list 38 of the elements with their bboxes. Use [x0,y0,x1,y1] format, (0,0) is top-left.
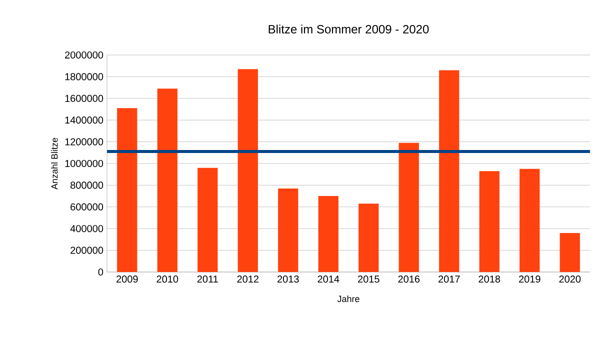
y-tick-label: 600000 [70,203,104,210]
y-tick-label: 2000000 [65,51,104,59]
y-tick-label: 1000000 [65,160,104,168]
y-tick-label: 1600000 [65,94,104,102]
bar [318,196,338,272]
bar [358,204,379,272]
x-tick-label: 2014 [318,276,340,283]
x-tick-label: 2015 [358,276,380,283]
x-tick-label: 2019 [519,276,540,283]
x-axis-title: Jahre [337,295,360,302]
x-tick-label: 2017 [438,276,460,283]
x-tick-label: 2013 [278,276,299,283]
bar [278,188,298,272]
y-tick-label: 200000 [70,246,104,254]
bar [198,168,218,272]
y-tick-label: 1200000 [65,138,104,146]
x-tick-label: 2010 [156,276,178,283]
x-tick-label: 2020 [559,276,581,283]
bar [238,69,258,272]
bar [117,108,138,272]
x-tick-label: 2018 [478,276,500,283]
x-tick-label: 2011 [197,276,218,283]
x-tick-label: 2016 [398,276,420,283]
bar [157,88,178,272]
bar [520,168,540,272]
y-tick-label: 0 [98,268,104,276]
y-tick-label: 1800000 [65,73,104,80]
y-tick-label: 800000 [70,182,104,189]
x-tick-label: 2012 [237,276,258,283]
bar [439,70,460,272]
bar [479,171,500,272]
bar [398,142,419,272]
chart-title: Blitze im Sommer 2009 - 2020 [268,24,429,34]
y-axis-title: Anzahl Blitze [51,138,58,190]
bar [560,232,580,272]
y-tick-label: 400000 [70,225,104,232]
y-tick-label: 1400000 [65,116,104,124]
x-tick-label: 2009 [116,276,138,283]
